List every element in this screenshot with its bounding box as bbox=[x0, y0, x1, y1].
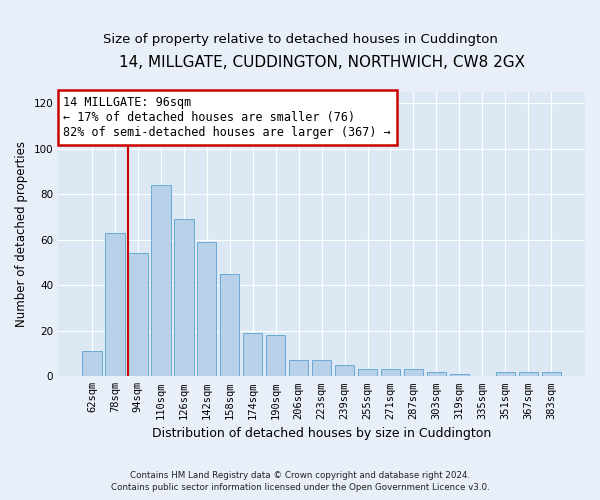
Bar bbox=[128, 254, 148, 376]
Bar bbox=[496, 372, 515, 376]
Title: 14, MILLGATE, CUDDINGTON, NORTHWICH, CW8 2GX: 14, MILLGATE, CUDDINGTON, NORTHWICH, CW8… bbox=[119, 55, 524, 70]
Text: 14 MILLGATE: 96sqm
← 17% of detached houses are smaller (76)
82% of semi-detache: 14 MILLGATE: 96sqm ← 17% of detached hou… bbox=[64, 96, 391, 140]
Y-axis label: Number of detached properties: Number of detached properties bbox=[15, 141, 28, 327]
Bar bbox=[518, 372, 538, 376]
Text: Contains HM Land Registry data © Crown copyright and database right 2024.
Contai: Contains HM Land Registry data © Crown c… bbox=[110, 471, 490, 492]
Bar bbox=[289, 360, 308, 376]
Bar bbox=[105, 233, 125, 376]
Bar bbox=[266, 336, 286, 376]
Bar bbox=[243, 333, 262, 376]
Bar bbox=[312, 360, 331, 376]
Bar bbox=[151, 186, 170, 376]
Bar bbox=[358, 370, 377, 376]
Bar bbox=[427, 372, 446, 376]
Bar bbox=[335, 365, 355, 376]
Bar bbox=[220, 274, 239, 376]
X-axis label: Distribution of detached houses by size in Cuddington: Distribution of detached houses by size … bbox=[152, 427, 491, 440]
Text: Size of property relative to detached houses in Cuddington: Size of property relative to detached ho… bbox=[103, 32, 497, 46]
Bar bbox=[82, 352, 101, 376]
Bar bbox=[174, 220, 194, 376]
Bar bbox=[404, 370, 423, 376]
Bar bbox=[381, 370, 400, 376]
Bar bbox=[542, 372, 561, 376]
Bar bbox=[197, 242, 217, 376]
Bar bbox=[449, 374, 469, 376]
